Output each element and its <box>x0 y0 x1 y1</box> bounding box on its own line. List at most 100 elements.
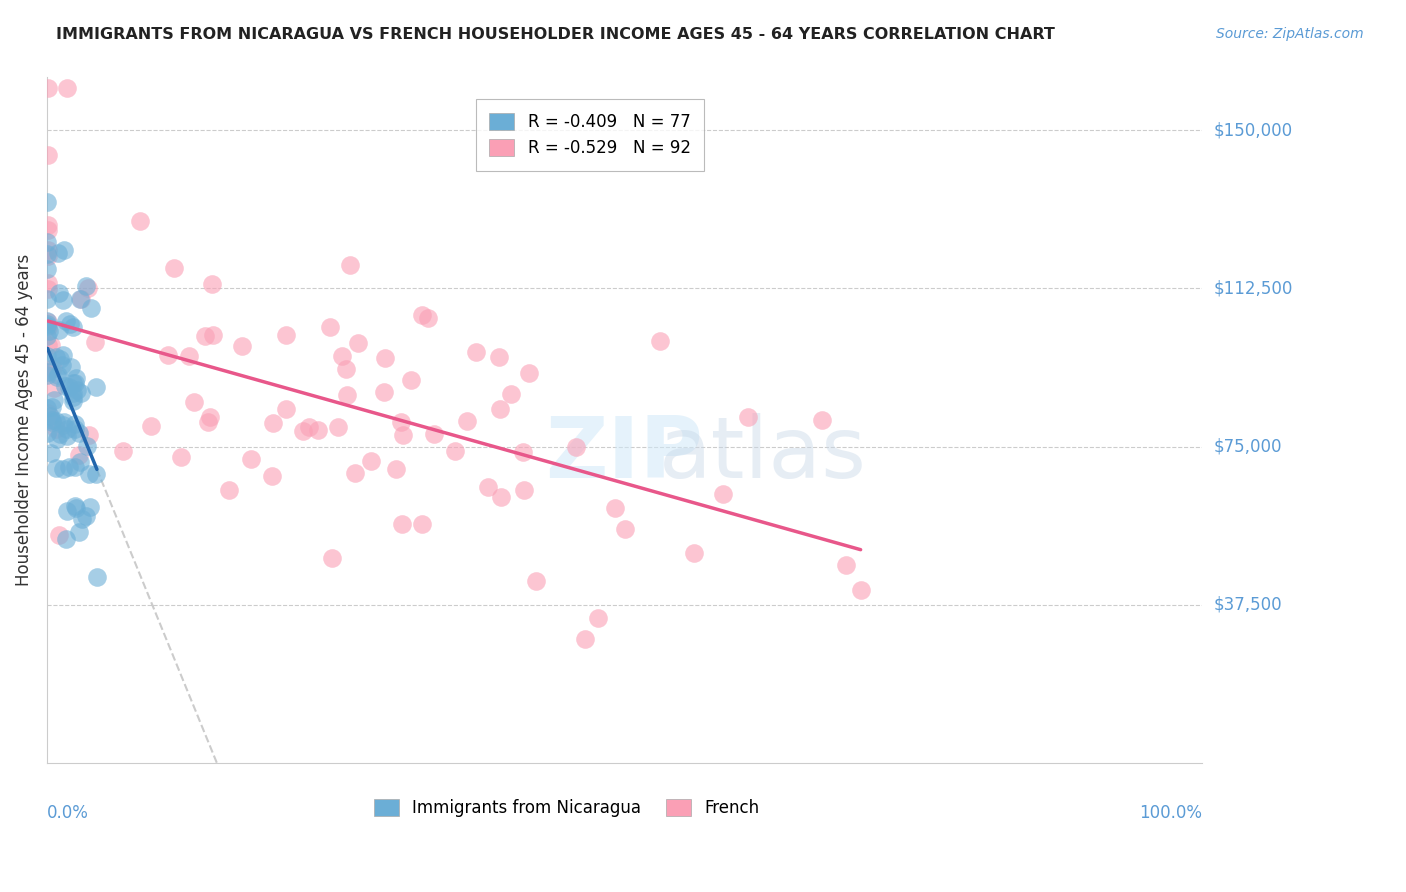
Point <box>39 446 62 460</box>
Point <box>374 351 396 365</box>
Point <box>41 361 63 376</box>
Point <box>391 516 413 531</box>
Point <box>37 246 59 260</box>
Point <box>330 349 353 363</box>
Point <box>298 419 321 434</box>
Point <box>477 480 499 494</box>
Point <box>53 379 76 393</box>
Point <box>318 320 340 334</box>
Point <box>45 414 67 428</box>
Point <box>648 334 671 348</box>
Point <box>37 223 59 237</box>
Point <box>183 395 205 409</box>
Text: atlas: atlas <box>659 413 868 496</box>
Point <box>111 444 134 458</box>
Point <box>737 409 759 424</box>
Point <box>276 328 298 343</box>
Point <box>488 351 510 365</box>
Point <box>69 293 91 307</box>
Point <box>326 420 349 434</box>
Point <box>392 427 415 442</box>
Point <box>62 319 84 334</box>
Point <box>42 392 65 407</box>
Point <box>62 386 84 401</box>
Point <box>411 308 433 322</box>
Point <box>37 401 59 415</box>
Point <box>55 422 77 436</box>
Point <box>262 417 284 431</box>
Point <box>63 459 86 474</box>
Point <box>59 317 82 331</box>
Point <box>63 417 86 431</box>
Point <box>37 320 59 334</box>
Point <box>84 467 107 481</box>
Point <box>58 380 80 394</box>
Point <box>37 235 59 250</box>
Point <box>76 439 98 453</box>
Point <box>683 546 706 560</box>
Point <box>335 362 357 376</box>
Point <box>444 443 467 458</box>
Point <box>39 338 62 352</box>
Point <box>343 467 366 481</box>
Y-axis label: Householder Income Ages 45 - 64 years: Householder Income Ages 45 - 64 years <box>15 254 32 586</box>
Point <box>37 248 59 262</box>
Point <box>574 632 596 646</box>
Point <box>51 358 73 372</box>
Point <box>80 301 103 315</box>
Point <box>586 611 609 625</box>
Point <box>42 381 65 395</box>
Point <box>39 409 62 423</box>
Point <box>46 246 69 260</box>
Point <box>41 413 63 427</box>
Point <box>63 376 86 390</box>
Point <box>37 365 59 379</box>
Point <box>41 415 63 429</box>
Point <box>499 386 522 401</box>
Point <box>77 428 100 442</box>
Point <box>399 373 422 387</box>
Point <box>52 348 75 362</box>
Point <box>218 483 240 497</box>
Point <box>37 349 59 363</box>
Point <box>76 281 98 295</box>
Point <box>292 424 315 438</box>
Point <box>55 532 77 546</box>
Point <box>139 418 162 433</box>
Point <box>69 455 91 469</box>
Point <box>491 490 513 504</box>
Point <box>59 359 82 374</box>
Point <box>321 551 343 566</box>
Point <box>48 352 70 367</box>
Point <box>55 314 77 328</box>
Point <box>86 570 108 584</box>
Point <box>41 400 63 414</box>
Point <box>62 390 84 404</box>
Point <box>53 244 76 258</box>
Point <box>849 583 872 598</box>
Point <box>262 468 284 483</box>
Point <box>56 429 79 443</box>
Point <box>37 328 59 343</box>
Point <box>45 422 67 436</box>
Point <box>307 424 329 438</box>
Point <box>52 461 75 475</box>
Point <box>373 384 395 399</box>
Point <box>52 418 75 433</box>
Point <box>37 148 59 162</box>
Point <box>45 369 67 384</box>
Point <box>201 328 224 343</box>
Point <box>37 365 59 379</box>
Point <box>200 410 222 425</box>
Point <box>240 451 263 466</box>
Text: $150,000: $150,000 <box>1213 121 1292 139</box>
Point <box>37 282 59 296</box>
Point <box>834 558 856 573</box>
Point <box>170 450 193 464</box>
Point <box>385 462 408 476</box>
Point <box>56 503 79 517</box>
Point <box>37 292 59 306</box>
Point <box>70 511 93 525</box>
Point <box>37 426 59 441</box>
Point <box>37 338 59 352</box>
